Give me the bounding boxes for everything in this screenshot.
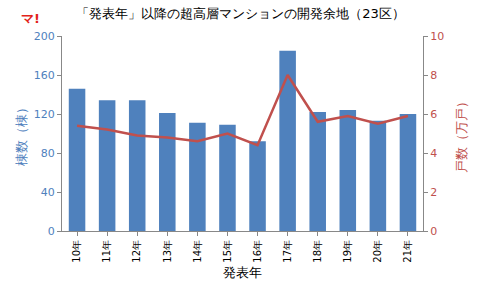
svg-text:4: 4: [430, 147, 437, 160]
svg-text:18年: 18年: [312, 240, 323, 263]
svg-text:10年: 10年: [71, 240, 82, 263]
svg-text:19年: 19年: [342, 240, 353, 263]
svg-text:14年: 14年: [192, 240, 203, 263]
svg-text:16年: 16年: [252, 240, 263, 263]
svg-text:「発表年」以降の超高層マンションの開発余地（23区）: 「発表年」以降の超高層マンションの開発余地（23区）: [76, 6, 405, 21]
svg-text:200: 200: [34, 30, 55, 43]
svg-text:棟数（棟）: 棟数（棟）: [14, 101, 29, 166]
svg-text:80: 80: [41, 147, 55, 160]
svg-text:0: 0: [48, 225, 55, 238]
svg-text:マ!: マ!: [21, 11, 40, 26]
svg-text:8: 8: [430, 69, 437, 82]
svg-text:2: 2: [430, 186, 437, 199]
svg-text:6: 6: [430, 108, 437, 121]
svg-text:戸数（万戸）: 戸数（万戸）: [454, 95, 469, 173]
svg-text:17年: 17年: [282, 240, 293, 263]
svg-text:15年: 15年: [222, 240, 233, 263]
svg-text:13年: 13年: [162, 240, 173, 263]
svg-text:0: 0: [430, 225, 437, 238]
svg-text:10: 10: [430, 30, 444, 43]
svg-text:20年: 20年: [372, 240, 383, 263]
svg-text:発表年: 発表年: [223, 265, 262, 280]
svg-text:11年: 11年: [101, 240, 112, 263]
svg-text:40: 40: [41, 186, 55, 199]
svg-text:21年: 21年: [402, 240, 413, 263]
svg-text:12年: 12年: [131, 240, 142, 263]
svg-text:160: 160: [34, 69, 55, 82]
svg-text:120: 120: [34, 108, 55, 121]
